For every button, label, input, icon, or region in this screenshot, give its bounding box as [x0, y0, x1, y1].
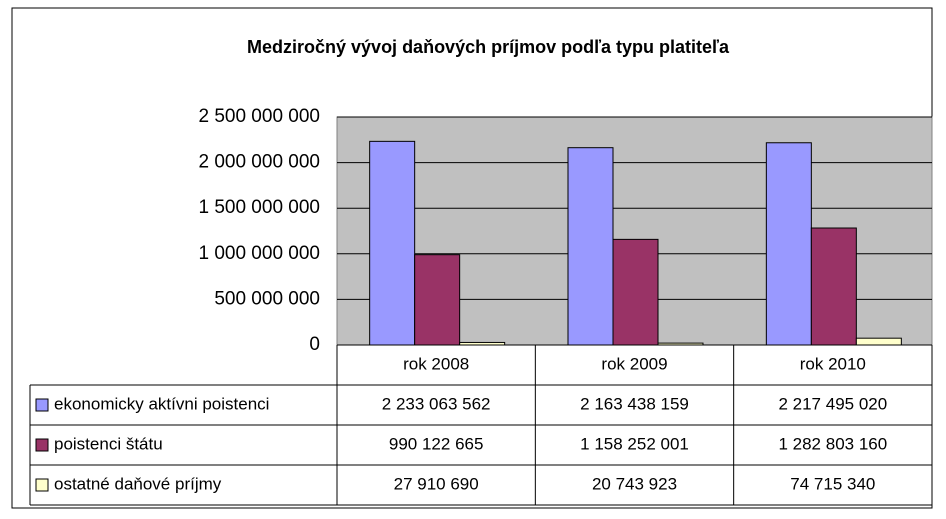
table-value: 990 122 665 [389, 434, 484, 453]
bar [414, 254, 461, 346]
legend-label: ekonomicky aktívni poistenci [54, 394, 269, 413]
table-value: 74 715 340 [790, 474, 875, 493]
y-tick-label: 2 000 000 000 [198, 152, 320, 173]
chart-title: Medziročný vývoj daňových príjmov podľa … [247, 37, 730, 57]
y-tick-label: 2 500 000 000 [198, 106, 320, 127]
table-value: 1 158 252 001 [580, 434, 689, 453]
bar [810, 227, 857, 346]
x-tick-label: rok 2010 [800, 354, 866, 373]
table-value: 1 282 803 160 [778, 434, 887, 453]
table-value: 27 910 690 [394, 474, 479, 493]
legend-label: ostatné daňové príjmy [54, 474, 222, 493]
bar [567, 147, 614, 346]
legend-key [35, 438, 49, 452]
table-value: 2 217 495 020 [778, 394, 887, 413]
legend-key [35, 398, 49, 412]
y-tick-label: 1 500 000 000 [198, 197, 320, 218]
bar [855, 337, 902, 346]
bar [765, 142, 812, 346]
y-tick-label: 500 000 000 [214, 288, 320, 309]
bar [369, 140, 416, 346]
legend-key [35, 478, 49, 492]
table-value: 20 743 923 [592, 474, 677, 493]
bar [612, 238, 659, 346]
y-tick-label: 1 000 000 000 [198, 243, 320, 264]
table-value: 2 163 438 159 [580, 394, 689, 413]
y-tick-label: 0 [309, 334, 320, 355]
x-tick-label: rok 2008 [403, 354, 469, 373]
table-value: 2 233 063 562 [382, 394, 491, 413]
legend-label: poistenci štátu [54, 434, 163, 453]
x-tick-label: rok 2009 [601, 354, 667, 373]
